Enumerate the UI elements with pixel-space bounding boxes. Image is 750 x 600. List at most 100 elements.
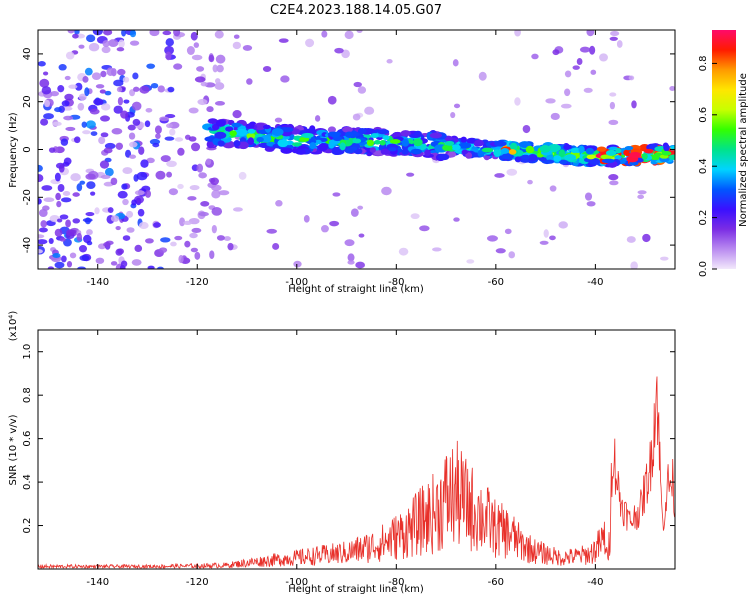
spectrogram-ridge-cell [539, 144, 551, 153]
spectrogram-ridge-cell [444, 140, 455, 146]
spectrogram-cell [334, 47, 344, 54]
spectrogram-cell [609, 101, 616, 110]
spectrogram-cell [129, 30, 137, 38]
spectrogram-ridge-cell [521, 154, 531, 160]
spectrogram-y-tick-label: -40 [22, 237, 33, 253]
spectrogram-cell [116, 86, 123, 93]
spectrogram-ridge-cell [624, 146, 634, 151]
spectrogram-cell [549, 235, 556, 241]
spectrogram-ridge-cell [474, 139, 485, 147]
spectrogram-cell [211, 184, 222, 192]
spectrogram-ridge-cell [339, 142, 346, 151]
spectrogram-cell [357, 205, 364, 210]
spectrogram-ridge-cell [424, 149, 431, 157]
spectrogram-cell [347, 260, 355, 265]
snr-series-line [38, 376, 675, 569]
spectrogram-cell [210, 177, 219, 186]
spectrogram-cell [76, 232, 83, 242]
spectrogram-cell [122, 235, 131, 241]
spectrogram-cell [637, 190, 647, 195]
snr-y-multiplier: (x10⁴) [8, 311, 19, 342]
spectrogram-cell [197, 98, 208, 106]
spectrogram-cell [62, 190, 71, 197]
spectrogram-cell [108, 39, 119, 48]
spectrogram-cell [52, 252, 61, 259]
spectrogram-cell [628, 75, 635, 81]
spectrogram-cell [157, 85, 165, 93]
spectrogram-cell [293, 260, 302, 268]
spectrogram-cell [432, 247, 442, 252]
spectrogram-cell [78, 245, 88, 253]
spectrogram-ridge-cell [501, 153, 514, 160]
spectrogram-ridge-cell [596, 146, 607, 152]
colorbar-tick-label: 0.4 [698, 158, 709, 174]
spectrogram-cell [43, 197, 55, 203]
spectrogram-cell [122, 167, 133, 175]
spectrogram-cell [495, 248, 506, 254]
spectrogram-cell [200, 81, 208, 87]
snr-y-tick-label: 0.8 [22, 387, 33, 403]
spectrogram-cell [95, 84, 105, 89]
spectrogram-cell [631, 100, 637, 109]
spectrogram-cell [194, 76, 206, 83]
spectrogram-cell [242, 44, 253, 51]
spectrogram-cell [38, 208, 48, 218]
spectrogram-cell [74, 82, 83, 91]
snr-x-tick-label: -100 [285, 577, 308, 588]
spectrogram-cell [150, 83, 159, 89]
spectrogram-cell [110, 177, 118, 186]
spectrogram-cell [38, 227, 48, 233]
spectrogram-cell [153, 222, 161, 228]
spectrogram-ridge-cell [215, 119, 226, 127]
spectrogram-cell [154, 125, 162, 135]
spectrogram-cell [278, 38, 289, 43]
spectrogram-y-tick-label: 20 [22, 95, 33, 108]
spectrogram-cell [214, 30, 224, 39]
spectrogram-cell [262, 65, 272, 72]
spectrogram-cell [174, 137, 184, 142]
spectrogram-cell [58, 64, 67, 71]
spectrogram-cell [128, 141, 138, 148]
spectrogram-cell [122, 76, 130, 83]
spectrogram-ridge-cell [233, 140, 241, 147]
spectrogram-cell [38, 239, 48, 245]
spectrogram-ridge-cell [277, 139, 289, 148]
spectrogram-ridge-cell [231, 122, 242, 128]
spectrogram-cell [103, 30, 113, 36]
spectrogram-cell [466, 259, 475, 264]
spectrogram-cell [504, 228, 512, 235]
spectrogram-cell [183, 220, 193, 226]
spectrogram-cell [173, 30, 181, 37]
spectrogram-ridge-cell [514, 156, 522, 163]
spectrogram-cell [101, 46, 111, 54]
spectrogram-ridge-cell [558, 159, 568, 165]
spectrogram-ridge-cell [315, 139, 322, 145]
spectrogram-cell [84, 87, 90, 97]
spectrogram-x-tick-label: -140 [86, 277, 109, 288]
spectrogram-ridge-cell [388, 147, 397, 152]
spectrogram-cell [126, 210, 134, 218]
spectrogram-cell [357, 86, 367, 94]
spectrogram-cell [514, 97, 521, 106]
spectrogram-ridge-cell [509, 142, 518, 151]
spectrogram-cell [59, 237, 66, 242]
spectrogram-cell [54, 261, 65, 269]
spectrogram-cell [144, 120, 151, 128]
spectrogram-cell [102, 40, 110, 48]
spectrogram-ridge-cell [442, 144, 453, 152]
spectrogram-cell [88, 42, 100, 52]
spectrogram-cell [72, 192, 80, 197]
spectrogram-cell [274, 117, 283, 123]
spectrogram-ridge-cell [553, 155, 562, 163]
spectrogram-cell [159, 116, 170, 122]
spectrogram-cell [65, 126, 76, 132]
spectrogram-cell [123, 99, 130, 104]
spectrogram-cell [160, 155, 171, 163]
spectrogram-cell [583, 87, 593, 93]
spectrogram-cell [232, 41, 242, 50]
spectrogram-cell [56, 218, 63, 223]
spectrogram-cell [58, 164, 65, 173]
spectrogram-ridge-cell [461, 149, 469, 155]
spectrogram-ridge-cell [493, 149, 502, 157]
spectrogram-cell [166, 123, 173, 129]
